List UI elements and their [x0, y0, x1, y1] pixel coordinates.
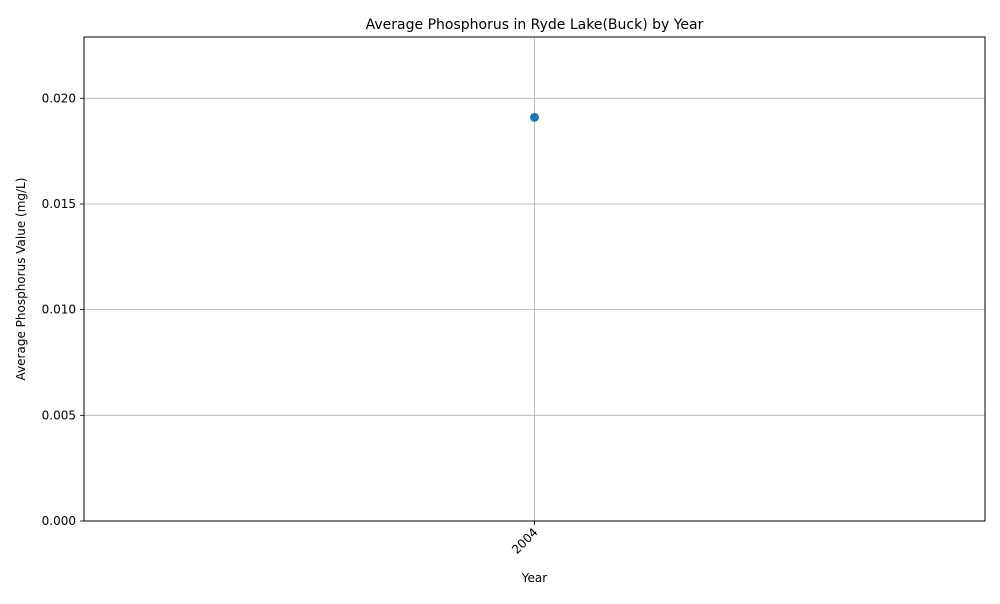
y-tick-label: 0.015 [42, 197, 76, 211]
y-axis-ticks: 0.000 0.005 0.010 0.015 0.020 [42, 91, 84, 528]
x-tick-label: 2004 [509, 525, 540, 556]
series-layer [530, 112, 539, 122]
x-axis-ticks: 2004 [509, 521, 541, 557]
data-point [530, 112, 539, 122]
y-axis-label: Average Phosphorus Value (mg/L) [14, 178, 28, 381]
chart-title: Average Phosphorus in Ryde Lake(Buck) by… [366, 17, 704, 33]
x-axis-label: Year [521, 571, 547, 585]
grid-layer [84, 37, 985, 522]
y-tick-label: 0.020 [42, 91, 76, 105]
y-tick-label: 0.010 [42, 303, 76, 317]
y-tick-label: 0.005 [42, 408, 76, 422]
y-tick-label: 0.000 [42, 514, 76, 528]
